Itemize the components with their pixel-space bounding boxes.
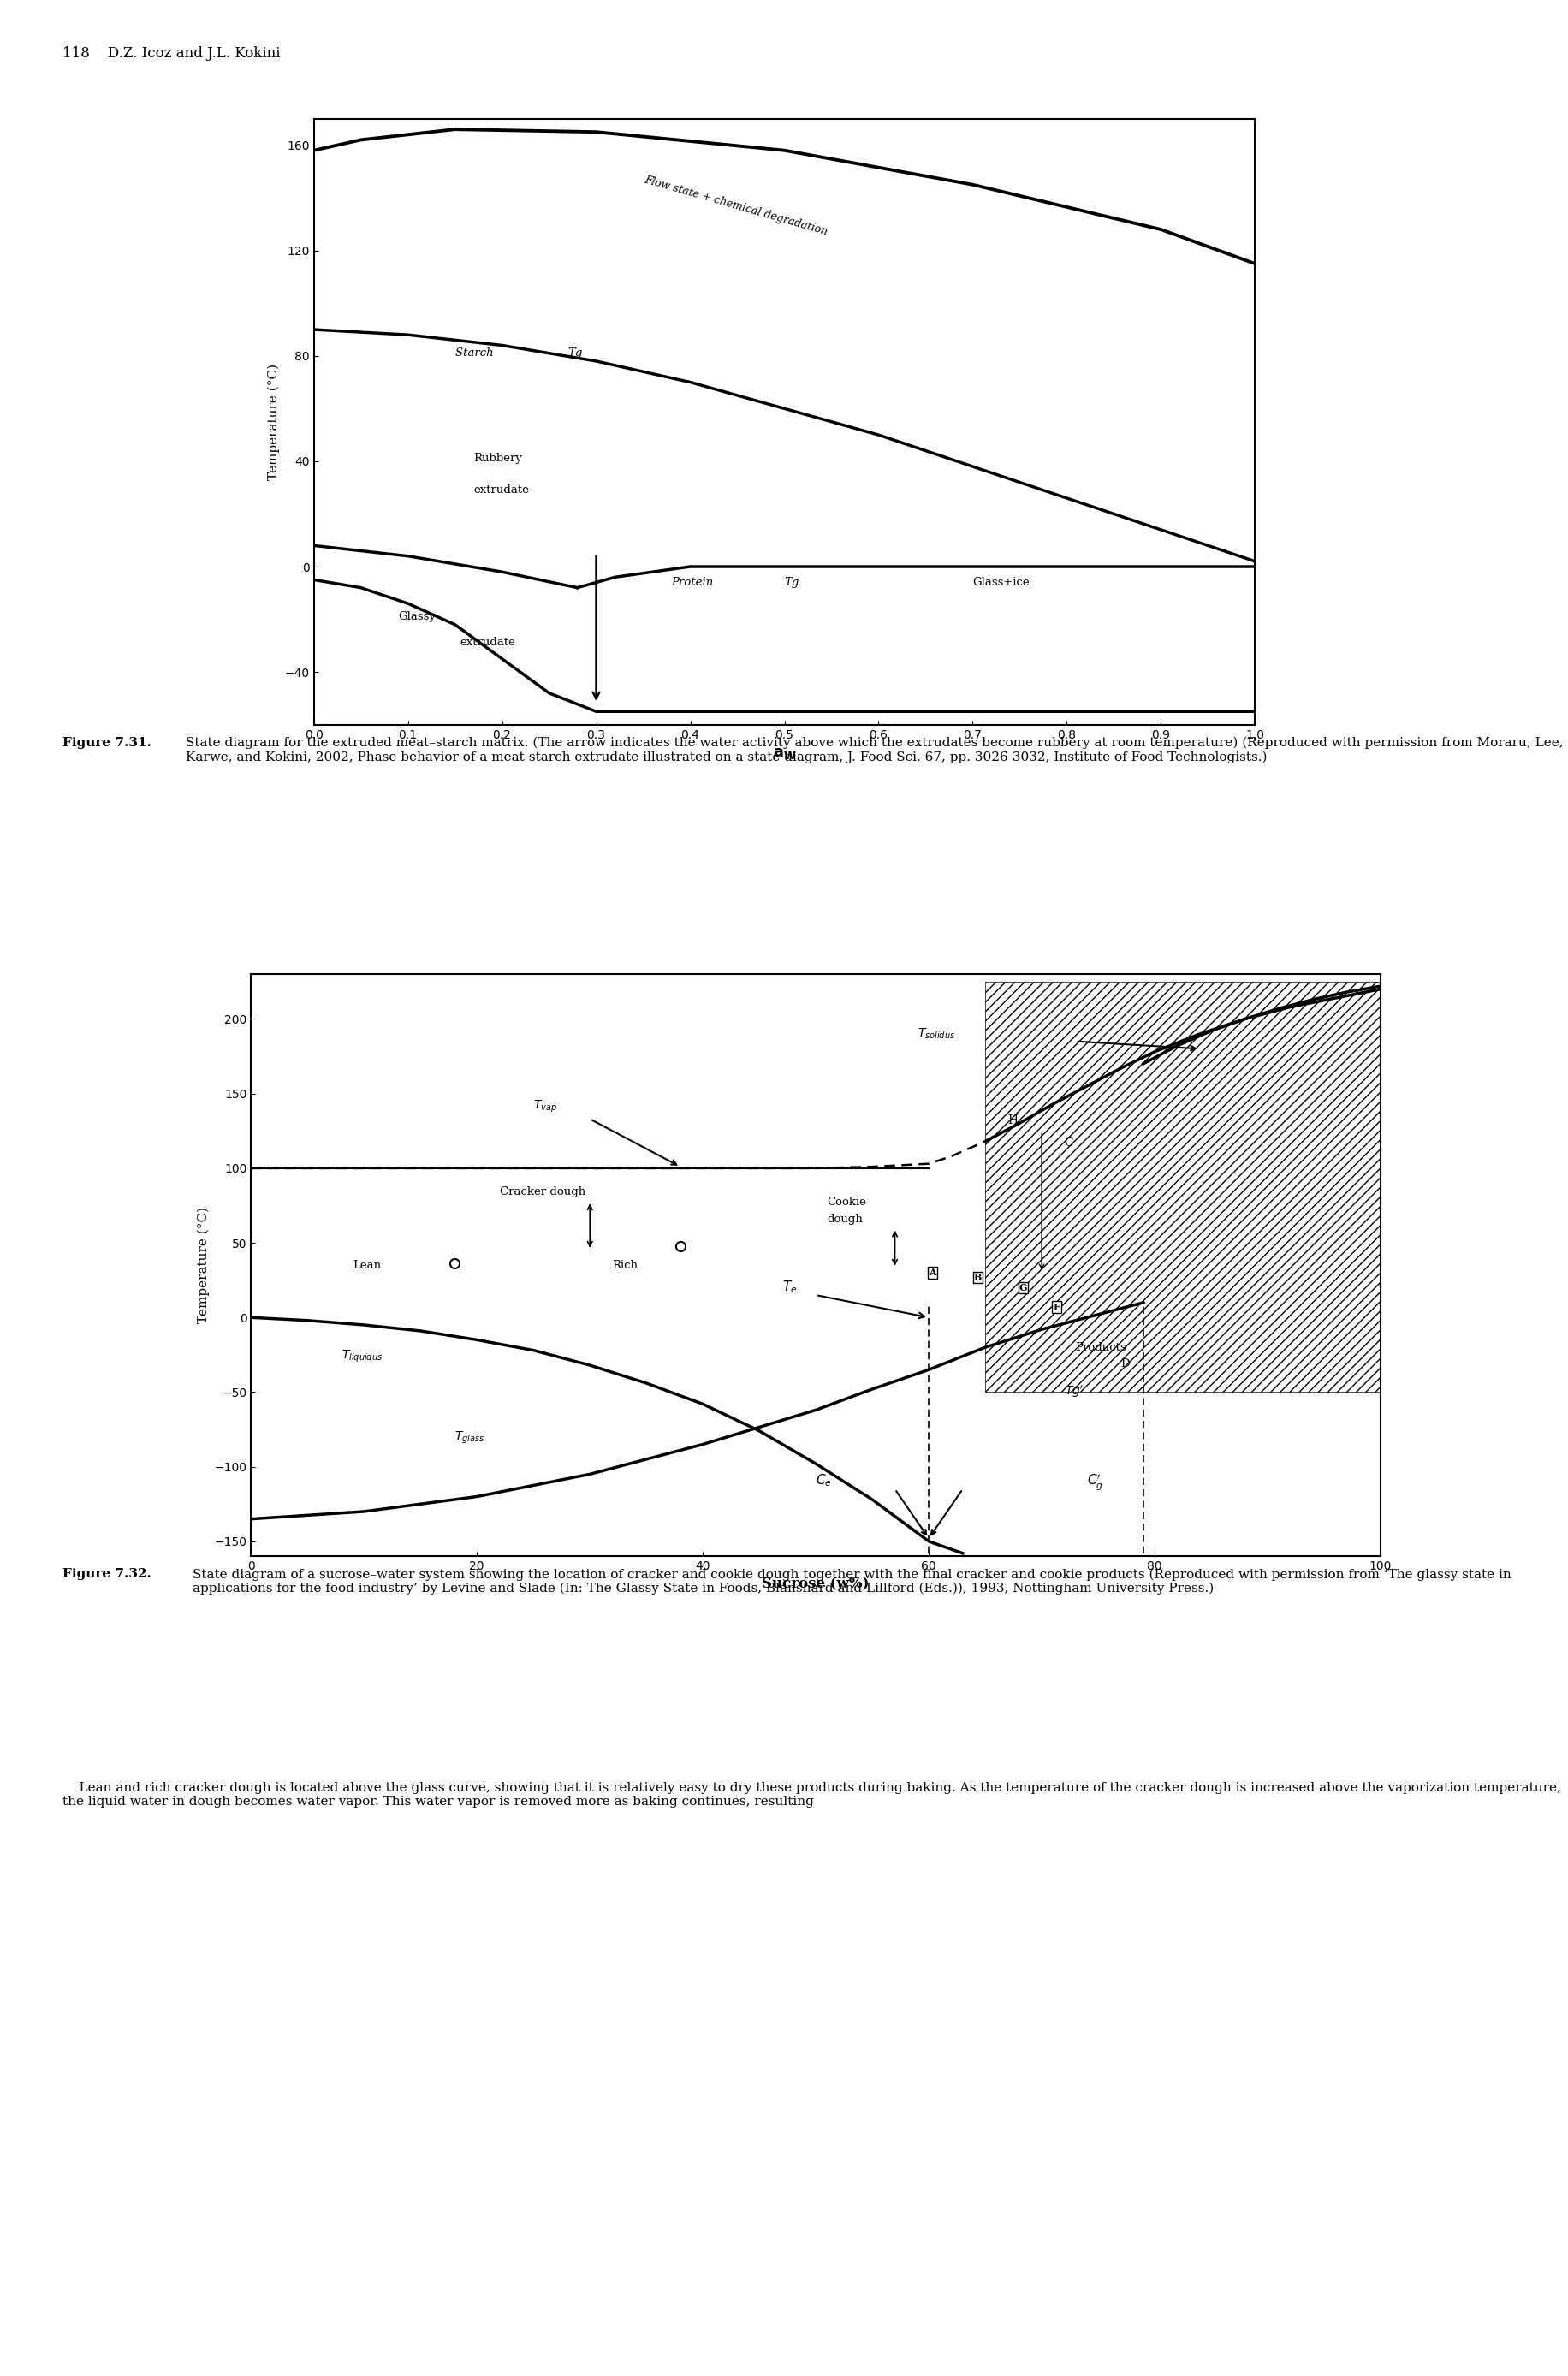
Text: $T_{solidus}$: $T_{solidus}$ [917,1026,955,1041]
Text: H: H [1007,1114,1018,1126]
Text: Flow state + chemical degradation: Flow state + chemical degradation [643,173,829,238]
Text: $C_g'$: $C_g'$ [1087,1473,1102,1492]
Text: Lean: Lean [353,1259,381,1271]
Text: Figure 7.31.: Figure 7.31. [63,737,152,748]
Y-axis label: Temperature (°C): Temperature (°C) [198,1207,210,1323]
Text: Rubbery: Rubbery [474,454,522,463]
Text: $T_{glass}$: $T_{glass}$ [455,1430,485,1445]
Text: Tg: Tg [784,577,798,587]
Text: Protein: Protein [671,577,717,587]
Text: Lean and rich cracker dough is located above the glass curve, showing that it is: Lean and rich cracker dough is located a… [63,1782,1560,1808]
Text: $T_{vap}$: $T_{vap}$ [533,1098,557,1114]
Text: 118    D.Z. Icoz and J.L. Kokini: 118 D.Z. Icoz and J.L. Kokini [63,45,281,62]
Text: dough: dough [826,1214,862,1224]
Text: extrudate: extrudate [474,485,528,497]
Text: State diagram for the extruded meat–starch matrix. (The arrow indicates the wate: State diagram for the extruded meat–star… [185,737,1562,763]
Text: Cookie: Cookie [826,1198,866,1207]
Text: State diagram of a sucrose–water system showing the location of cracker and cook: State diagram of a sucrose–water system … [193,1568,1510,1594]
Text: C: C [1063,1136,1073,1148]
Text: $C_e$: $C_e$ [815,1473,831,1490]
Text: extrudate: extrudate [459,637,514,649]
Text: Rich: Rich [612,1259,638,1271]
Text: $Tg'$: $Tg'$ [1063,1383,1083,1399]
Text: G: G [1019,1283,1027,1293]
Text: E: E [1052,1302,1060,1312]
Text: Glass+ice: Glass+ice [972,577,1029,587]
Text: Cracker dough: Cracker dough [499,1186,585,1198]
Text: Products: Products [1076,1342,1126,1352]
Text: $T_{liquidus}$: $T_{liquidus}$ [342,1350,383,1364]
Y-axis label: Temperature (°C): Temperature (°C) [268,364,279,480]
Text: Figure 7.32.: Figure 7.32. [63,1568,152,1580]
Text: Starch: Starch [455,347,497,359]
X-axis label: Sucrose (w%): Sucrose (w%) [762,1578,869,1592]
Text: B: B [974,1274,982,1283]
X-axis label: $\mathbf{a_W}$: $\mathbf{a_W}$ [771,746,797,760]
Text: $T_e$: $T_e$ [781,1278,797,1295]
Text: Tg: Tg [568,347,582,359]
Text: A: A [928,1269,936,1278]
Text: D: D [1120,1359,1129,1369]
Text: Glassy: Glassy [398,611,436,623]
